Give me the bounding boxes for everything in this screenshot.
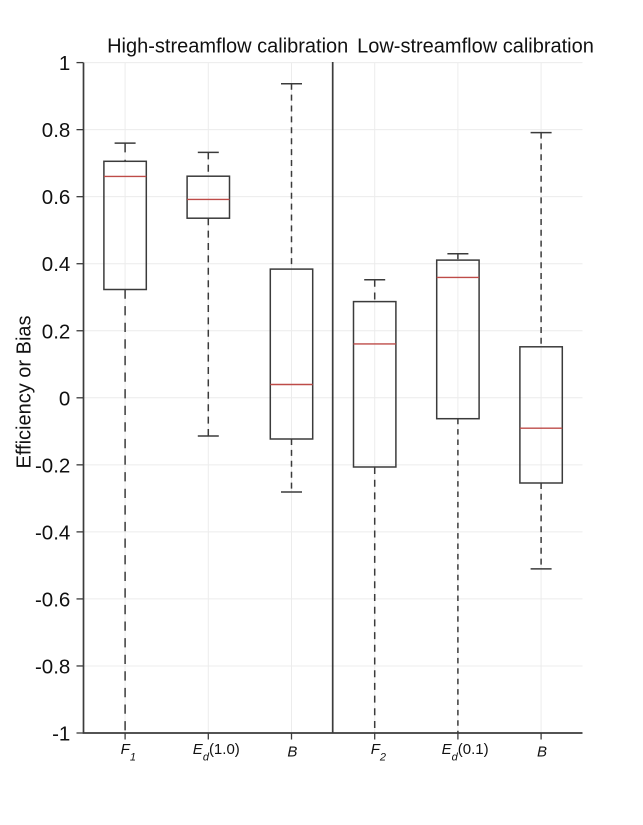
svg-text:B: B: [537, 744, 547, 761]
svg-text:1: 1: [59, 52, 70, 75]
svg-text:0: 0: [59, 387, 70, 410]
svg-text:0.4: 0.4: [42, 253, 71, 276]
svg-text:Ed(1.0): Ed(1.0): [193, 741, 240, 764]
svg-text:0.8: 0.8: [42, 119, 71, 142]
svg-text:-0.6: -0.6: [35, 588, 70, 611]
svg-text:B: B: [287, 744, 297, 761]
svg-text:Low-streamflow calibration: Low-streamflow calibration: [357, 36, 594, 58]
svg-text:-0.4: -0.4: [35, 521, 70, 544]
svg-text:-0.2: -0.2: [35, 454, 70, 477]
svg-text:-0.8: -0.8: [35, 656, 70, 679]
svg-text:High-streamflow calibration: High-streamflow calibration: [107, 36, 348, 58]
svg-text:0.6: 0.6: [42, 186, 71, 209]
svg-text:-1: -1: [52, 723, 70, 746]
svg-text:Efficiency or Bias: Efficiency or Bias: [14, 315, 36, 468]
svg-text:0.2: 0.2: [42, 320, 71, 343]
